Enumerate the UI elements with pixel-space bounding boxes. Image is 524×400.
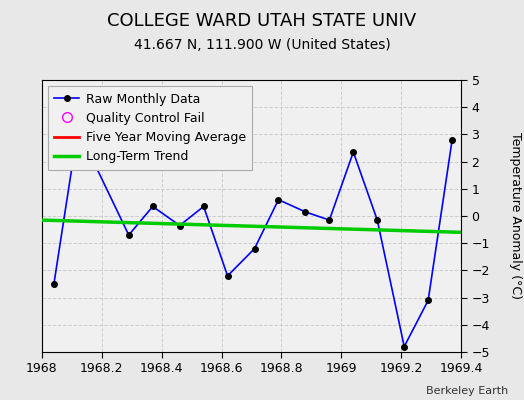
Raw Monthly Data [425,298,431,303]
Line: Raw Monthly Data: Raw Monthly Data [51,126,455,349]
Raw Monthly Data [75,126,81,131]
Raw Monthly Data [449,138,455,142]
Raw Monthly Data [177,223,183,228]
Raw Monthly Data [374,218,380,222]
Raw Monthly Data [275,197,281,202]
Raw Monthly Data [401,344,407,349]
Raw Monthly Data [51,282,57,286]
Text: COLLEGE WARD UTAH STATE UNIV: COLLEGE WARD UTAH STATE UNIV [107,12,417,30]
Raw Monthly Data [252,246,258,251]
Raw Monthly Data [126,233,132,238]
Legend: Raw Monthly Data, Quality Control Fail, Five Year Moving Average, Long-Term Tren: Raw Monthly Data, Quality Control Fail, … [48,86,252,170]
Raw Monthly Data [149,204,156,209]
Raw Monthly Data [224,274,231,278]
Raw Monthly Data [326,218,333,222]
Raw Monthly Data [302,210,309,214]
Raw Monthly Data [350,150,356,154]
Y-axis label: Temperature Anomaly (°C): Temperature Anomaly (°C) [509,132,522,300]
Text: Berkeley Earth: Berkeley Earth [426,386,508,396]
Raw Monthly Data [201,204,207,209]
Text: 41.667 N, 111.900 W (United States): 41.667 N, 111.900 W (United States) [134,38,390,52]
